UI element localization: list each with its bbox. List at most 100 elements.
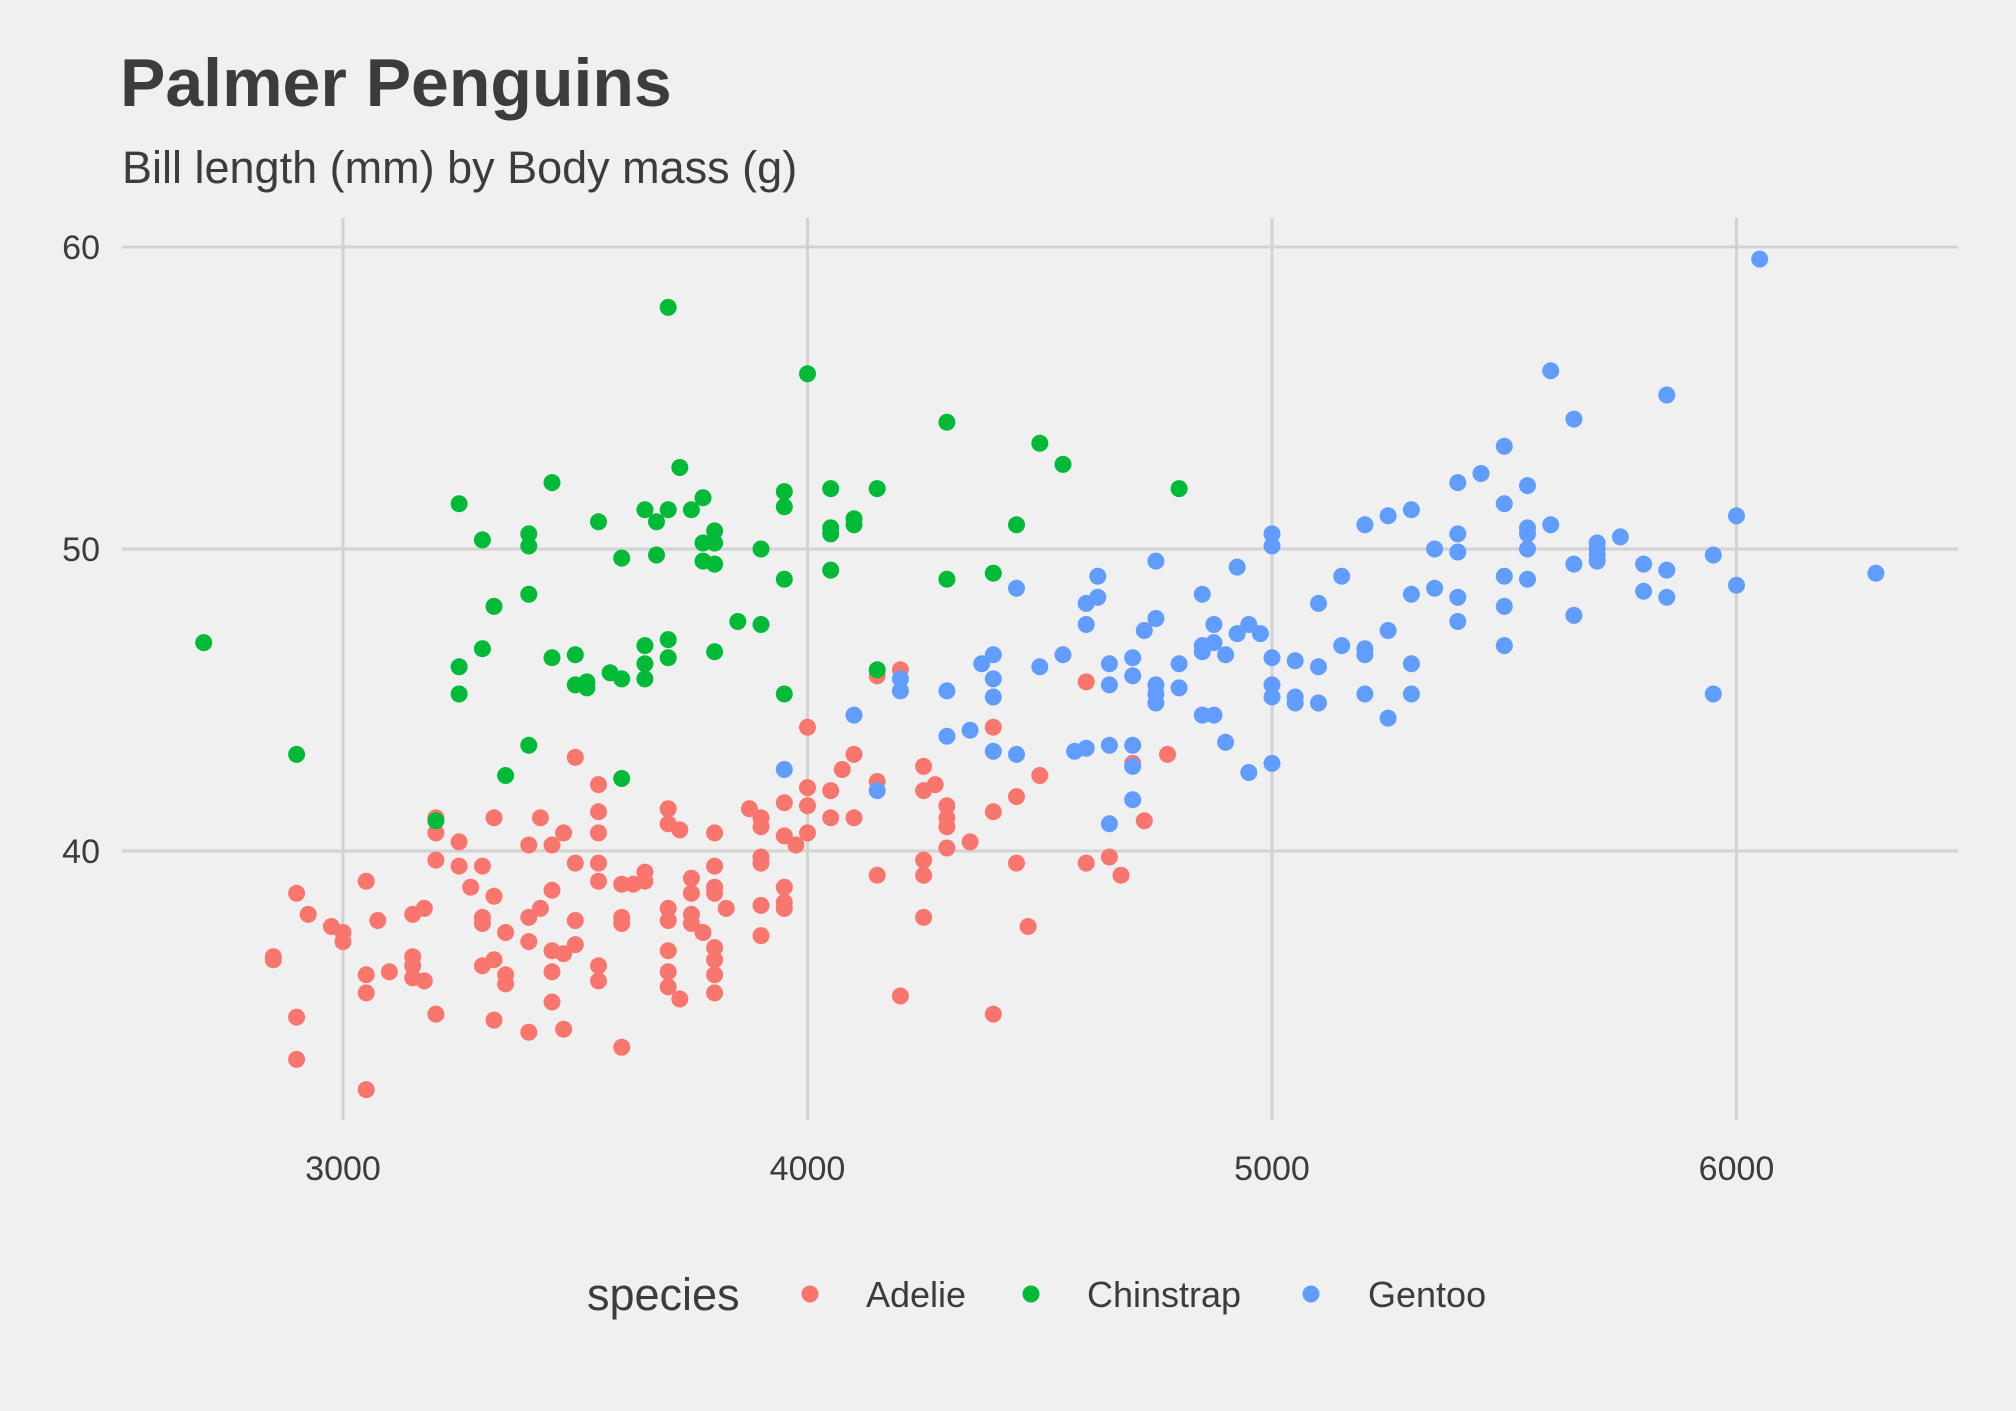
data-point [613,549,631,567]
data-point [1054,455,1072,473]
data-point [473,640,491,658]
data-point [938,570,956,588]
data-point [1472,465,1490,482]
data-point [1263,525,1281,543]
data-point [543,963,561,981]
data-point [1054,646,1072,664]
data-point [404,957,422,975]
data-point [450,833,468,851]
data-point [1263,688,1281,706]
data-point [590,872,607,890]
data-point [357,966,375,984]
data-point [427,812,445,830]
legend: species Adelie Chinstrap Gentoo [587,1269,1486,1320]
legend-label-adelie: Adelie [866,1274,966,1315]
data-point [543,836,561,854]
data-point [566,646,584,664]
y-tick-label: 60 [62,229,100,267]
legend-label-chinstrap: Chinstrap [1087,1274,1241,1315]
data-point [1112,866,1130,884]
data-point [1356,685,1374,703]
data-point [682,884,700,902]
data-point [671,821,689,839]
data-point [1495,637,1513,655]
data-point [1089,588,1107,606]
data-point [1728,507,1745,525]
data-point [613,770,631,787]
data-point [613,915,631,932]
data-point [497,924,515,941]
data-point [1635,555,1653,573]
data-point [648,513,665,531]
data-point [706,522,724,540]
data-point [1170,679,1188,697]
data-point [357,1081,375,1099]
data-point [822,525,840,543]
data-point [1077,854,1095,872]
data-point [1449,613,1467,630]
data-point [590,957,607,975]
data-point [1426,540,1444,558]
data-point [1495,567,1513,585]
data-point [590,776,607,794]
data-point [915,908,933,926]
x-axis-ticks: 3000 4000 5000 6000 [305,1150,1774,1188]
data-point [682,869,700,887]
data-point [671,990,689,1008]
data-point [984,670,1002,688]
data-point [1728,576,1745,594]
data-point [427,1005,445,1023]
data-point [450,857,468,875]
data-point [1147,552,1165,570]
y-tick-label: 50 [62,531,100,569]
data-point [1565,555,1583,573]
data-point [1611,528,1629,546]
data-point [555,824,573,842]
legend-label-gentoo: Gentoo [1368,1274,1486,1315]
data-point [659,501,677,519]
data-point [706,824,724,842]
data-point [1124,649,1142,667]
data-point [775,483,793,501]
data-point [1565,410,1583,428]
data-point [636,872,654,890]
data-point [288,745,306,763]
data-point [1263,649,1281,667]
data-point [1159,745,1176,763]
data-point [264,951,282,969]
data-point [938,682,956,700]
data-point [1286,652,1304,670]
data-point [1542,516,1560,534]
data-point [659,942,677,960]
data-point [1205,634,1223,652]
data-point [1217,733,1235,751]
data-point [1019,918,1037,935]
data-point [938,839,956,857]
data-point [1077,616,1095,633]
data-point [822,561,840,579]
data-point [706,857,724,875]
data-point [926,776,944,794]
data-point [984,688,1002,706]
data-point [473,915,491,932]
data-point [450,685,468,703]
series-gentoo [775,250,1885,833]
data-point [636,670,654,688]
data-point [1100,655,1118,673]
data-point [1124,667,1142,685]
data-point [717,899,735,917]
data-point [485,951,503,969]
data-point [543,881,561,899]
data-point [1333,567,1351,585]
data-point [833,761,851,778]
data-point [590,803,607,821]
y-tick-label: 40 [62,833,100,871]
data-point [357,984,375,1002]
data-point [555,1020,573,1038]
data-point [659,963,677,981]
data-point [915,851,933,869]
x-tick-label: 4000 [770,1150,846,1188]
data-point [1170,655,1188,673]
data-point [1356,516,1374,534]
